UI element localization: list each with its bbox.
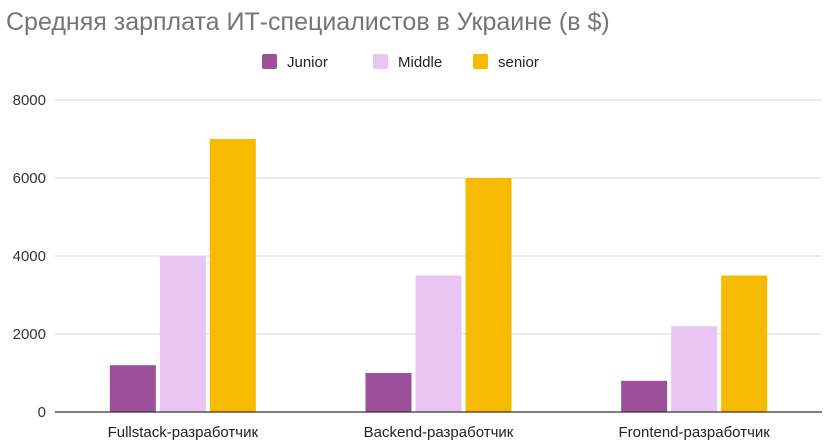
legend-item-junior: Junior [262, 54, 328, 71]
legend-item-senior: senior [473, 54, 539, 71]
legend-label: Middle [398, 54, 442, 71]
bar-middle-3 [671, 326, 718, 412]
x-tick-label: Fullstack-разработчик [108, 424, 259, 441]
y-tick-label: 8000 [13, 92, 46, 109]
bar-middle-2 [415, 275, 462, 412]
bar-junior-2 [365, 373, 412, 412]
bars [109, 139, 768, 412]
legend: Junior Middle senior [262, 54, 539, 71]
bar-middle-1 [159, 256, 206, 412]
legend-label: Junior [287, 54, 328, 71]
bar-senior-1 [209, 139, 256, 412]
y-tick-label: 4000 [13, 248, 46, 265]
bar-junior-3 [621, 380, 668, 412]
bar-senior-3 [721, 275, 768, 412]
y-tick-label: 6000 [13, 170, 46, 187]
legend-item-middle: Middle [373, 54, 442, 71]
y-tick-label: 2000 [13, 326, 46, 343]
legend-label: senior [498, 54, 539, 71]
y-axis: 0 2000 4000 6000 8000 [13, 92, 46, 421]
chart-title: Средняя зарплата ИТ-специалистов в Украи… [6, 8, 610, 36]
legend-swatch [473, 54, 488, 69]
x-axis: Fullstack-разработчик Backend-разработчик… [55, 411, 822, 441]
bar-junior-1 [109, 365, 156, 412]
y-tick-label: 0 [38, 404, 46, 421]
legend-swatch [262, 54, 277, 69]
legend-swatch [373, 54, 388, 69]
x-tick-label: Frontend-разработчик [618, 424, 770, 441]
bar-senior-2 [465, 178, 512, 412]
x-tick-label: Backend-разработчик [364, 424, 514, 441]
